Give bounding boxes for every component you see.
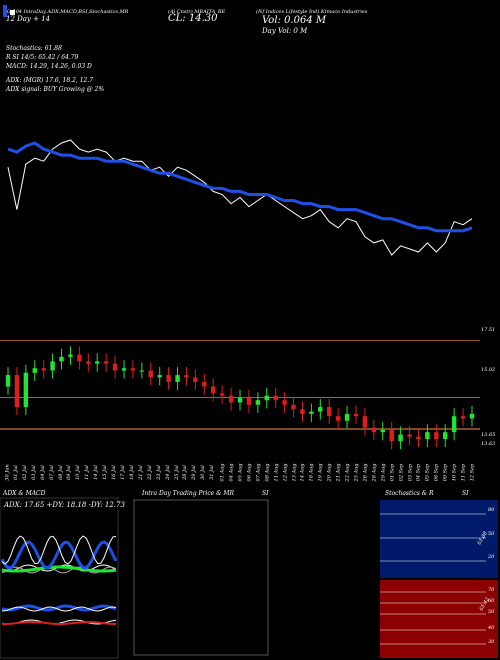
price-chart bbox=[0, 139, 480, 450]
candle bbox=[416, 428, 421, 448]
candle bbox=[282, 392, 287, 413]
candle bbox=[371, 419, 377, 441]
header-title-left: CG 504 IntraDay ADX,MACD,B bbox=[3, 9, 82, 15]
candle bbox=[407, 426, 412, 445]
candle bbox=[264, 387, 269, 409]
stoch-tick-80: 80 bbox=[488, 507, 495, 513]
header-indicators: SI,Stochastics,MR bbox=[82, 9, 129, 15]
candle bbox=[300, 401, 305, 422]
candle bbox=[193, 369, 198, 390]
adx-main-line bbox=[1, 565, 117, 573]
header-marker-white bbox=[10, 10, 15, 15]
candle bbox=[130, 360, 136, 379]
rsi-tick-60: 60 bbox=[488, 598, 495, 604]
candle bbox=[469, 405, 475, 427]
adx-readout: ADX: (MGR) 17.6, 18.2, 12.7 bbox=[6, 77, 94, 84]
rsi-panel bbox=[380, 580, 498, 658]
candle bbox=[353, 405, 359, 425]
candle bbox=[32, 360, 37, 381]
volume-label: Vol: 0.064 M bbox=[262, 15, 327, 26]
ema-line bbox=[7, 141, 473, 233]
level-label-3: 13.65 bbox=[481, 432, 496, 438]
intraday-panel bbox=[133, 499, 269, 656]
candle bbox=[451, 408, 457, 441]
level-label-2: 15.02 bbox=[481, 367, 496, 373]
rsi-signal-line bbox=[1, 606, 117, 612]
stochastics-panel bbox=[380, 500, 498, 578]
candle bbox=[121, 360, 127, 379]
candle bbox=[112, 355, 118, 379]
adx-signal: ADX signal: BUY Growing @ 2% bbox=[6, 86, 105, 93]
candle bbox=[327, 399, 332, 425]
stoch-panel-title: Stochastics & R bbox=[385, 490, 434, 497]
candle bbox=[41, 360, 46, 379]
price-line bbox=[7, 139, 473, 256]
candle bbox=[139, 362, 145, 379]
intraday-panel-si: SI bbox=[262, 490, 269, 497]
header-company: (Nf Indices Lifestyle Ind) Ktmaco Indust… bbox=[256, 9, 368, 15]
candle bbox=[344, 405, 350, 429]
candle bbox=[50, 353, 55, 379]
candle bbox=[157, 367, 162, 386]
close-price: CL: 14.30 bbox=[168, 13, 218, 24]
level-label-1: 17.51 bbox=[481, 327, 496, 333]
candle bbox=[211, 378, 216, 402]
candle bbox=[5, 367, 11, 395]
candle bbox=[380, 421, 385, 441]
candle bbox=[68, 346, 73, 365]
stoch-k-line bbox=[1, 535, 117, 565]
rsi-tick-50: 50 bbox=[488, 609, 495, 615]
candle bbox=[228, 387, 234, 411]
stoch-tick-20: 20 bbox=[488, 554, 495, 560]
candle bbox=[318, 399, 323, 420]
intraday-panel-title: Intra Day Trading Price & MR bbox=[142, 490, 235, 497]
stoch-panel-si: SI bbox=[462, 490, 469, 497]
stoch-tick-50: 50 bbox=[488, 531, 495, 537]
candle bbox=[202, 373, 207, 395]
candle bbox=[95, 353, 100, 372]
candle bbox=[273, 387, 278, 409]
candle bbox=[434, 424, 439, 448]
candle bbox=[255, 392, 261, 413]
candle bbox=[443, 424, 448, 448]
candle bbox=[23, 364, 29, 416]
header-symbol: (Al Cnstr) MBAITA_BE bbox=[168, 9, 226, 15]
adx-panel-title: ADX & MACD bbox=[3, 490, 46, 497]
candle bbox=[175, 367, 180, 390]
candle bbox=[309, 403, 314, 422]
candle bbox=[389, 421, 394, 450]
rsi-tick-40: 40 bbox=[488, 625, 495, 631]
stoch-d-line bbox=[0, 540, 118, 570]
level-label-4: 13.63 bbox=[481, 441, 496, 447]
candle bbox=[166, 367, 171, 390]
candle bbox=[335, 408, 341, 429]
candle bbox=[148, 362, 153, 386]
rsi-tick-30: 30 bbox=[488, 639, 495, 645]
adx-minus-line bbox=[1, 566, 117, 574]
header-marker-blue bbox=[3, 5, 7, 17]
stochastics-readout: Stochastics: 61.88 bbox=[6, 45, 62, 52]
candle bbox=[291, 396, 296, 418]
macd-readout: MACD: 14.29, 14.26, 0.03 D bbox=[6, 63, 92, 70]
macd-signal-line bbox=[2, 621, 117, 625]
day-volume: Day Vol: 0 M bbox=[262, 27, 308, 35]
candle bbox=[237, 389, 243, 411]
candle bbox=[219, 385, 225, 404]
rsi-readout: R SI 14/5: 65.42 / 64.79 bbox=[6, 54, 79, 61]
candle bbox=[362, 408, 368, 436]
header-period: 12 Day + 14 bbox=[6, 15, 51, 23]
candle bbox=[460, 408, 466, 427]
candle bbox=[77, 346, 82, 370]
adx-values: ADX: 17.65 +DY: 18.18 -DY: 12.73 bbox=[4, 501, 125, 509]
candle bbox=[14, 367, 20, 416]
candle bbox=[59, 348, 64, 370]
candle bbox=[425, 424, 430, 448]
candle bbox=[398, 426, 403, 450]
candle bbox=[86, 353, 91, 372]
candle bbox=[184, 367, 189, 386]
rsi-tick-70: 70 bbox=[488, 587, 495, 593]
candle bbox=[103, 353, 109, 372]
candle bbox=[246, 389, 252, 413]
